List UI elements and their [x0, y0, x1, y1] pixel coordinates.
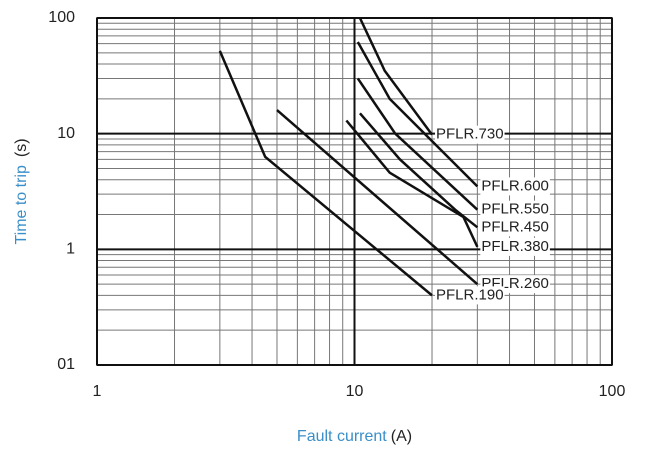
- y-axis-label: Time to trip: [13, 165, 30, 245]
- y-tick-label: 1: [66, 241, 75, 258]
- x-tick-label: 10: [346, 383, 364, 400]
- y-tick-label: 01: [57, 356, 75, 373]
- trip-curve: [345, 119, 479, 248]
- curve-label-bg: [480, 237, 550, 256]
- y-tick-label: 10: [57, 125, 75, 142]
- plot-frame: [96, 17, 613, 366]
- curve-label: PFLR.190: [436, 286, 504, 303]
- curve-label-bg: [480, 200, 550, 219]
- curve-label: PFLR.550: [481, 201, 549, 218]
- curve-label: PFLR.730: [436, 126, 504, 143]
- y-tick-label: 100: [48, 9, 75, 26]
- x-axis-unit: (A): [391, 428, 412, 445]
- trip-curve: [359, 112, 479, 229]
- trip-curve: [358, 17, 434, 136]
- trip-curve: [276, 109, 479, 286]
- x-tick-label: 100: [599, 383, 626, 400]
- y-axis-unit: (s): [13, 138, 30, 157]
- curve-label-bg: [435, 125, 505, 144]
- curve-label: PFLR.450: [481, 218, 549, 235]
- curve-label-bg: [435, 286, 505, 305]
- curve-label: PFLR.380: [481, 238, 549, 255]
- x-tick-label: 1: [93, 383, 102, 400]
- curve-label-bg: [480, 177, 550, 196]
- curve-label-bg: [480, 218, 550, 237]
- trip-curve: [218, 50, 433, 297]
- trip-curve: [356, 77, 479, 211]
- curve-label: PFLR.600: [481, 177, 549, 194]
- trip-curve: [356, 41, 479, 188]
- x-axis-label: Fault current: [297, 428, 387, 445]
